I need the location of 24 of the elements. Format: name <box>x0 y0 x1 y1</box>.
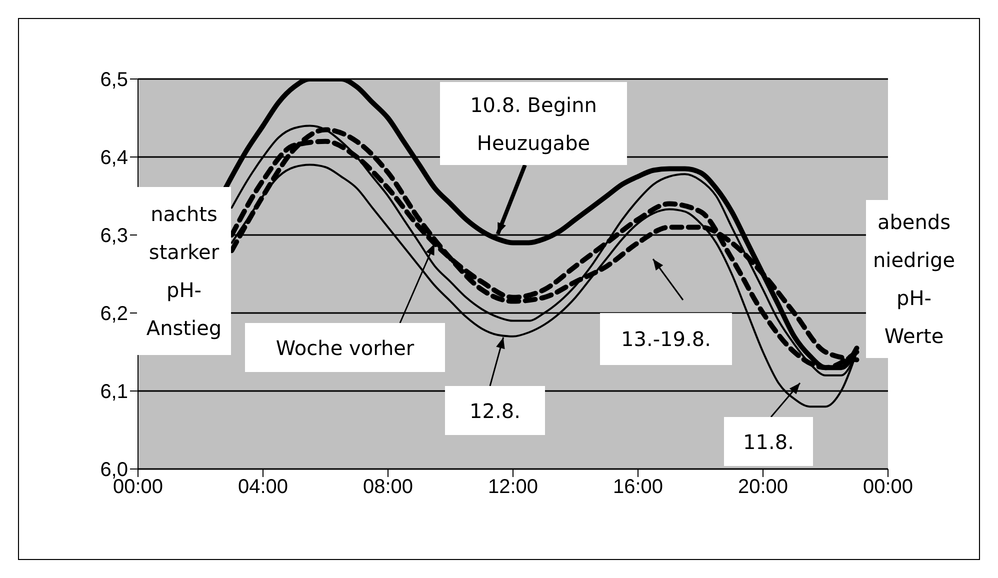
label-box: nachts starker pH-Anstieg <box>137 187 231 355</box>
y-tick-label: 6,5 <box>100 69 128 92</box>
x-tick-label: 00:00 <box>862 476 914 498</box>
label-box: 13.-19.8. <box>600 313 732 365</box>
annotation: 10.8. Beginn Heuzugabe <box>469 92 598 156</box>
y-tick-label: 6,3 <box>100 225 128 248</box>
annotation: 11.8. <box>743 428 794 456</box>
y-tick-label: 6,4 <box>100 147 128 170</box>
y-tick-label: 6,1 <box>100 381 128 404</box>
label-box: 10.8. Beginn Heuzugabe <box>440 82 627 165</box>
annotation: 13.-19.8. <box>621 326 711 353</box>
annotation: Woche vorher <box>276 334 414 362</box>
annotation: 12.8. <box>470 398 520 424</box>
label-box: Woche vorher <box>245 323 445 372</box>
x-tick-label: 20:00 <box>738 476 788 498</box>
x-tick-label: 16:00 <box>612 476 664 498</box>
annotation: abends niedrige pH-Werte <box>872 209 956 350</box>
x-tick-label: 04:00 <box>238 476 288 498</box>
annotation: nachts starker pH-Anstieg <box>145 201 223 342</box>
label-box: 12.8. <box>445 386 545 435</box>
x-tick-label: 08:00 <box>362 476 414 498</box>
x-tick-label: 12:00 <box>488 476 538 498</box>
y-tick-label: 6,2 <box>100 303 128 326</box>
label-box: 11.8. <box>724 417 813 466</box>
